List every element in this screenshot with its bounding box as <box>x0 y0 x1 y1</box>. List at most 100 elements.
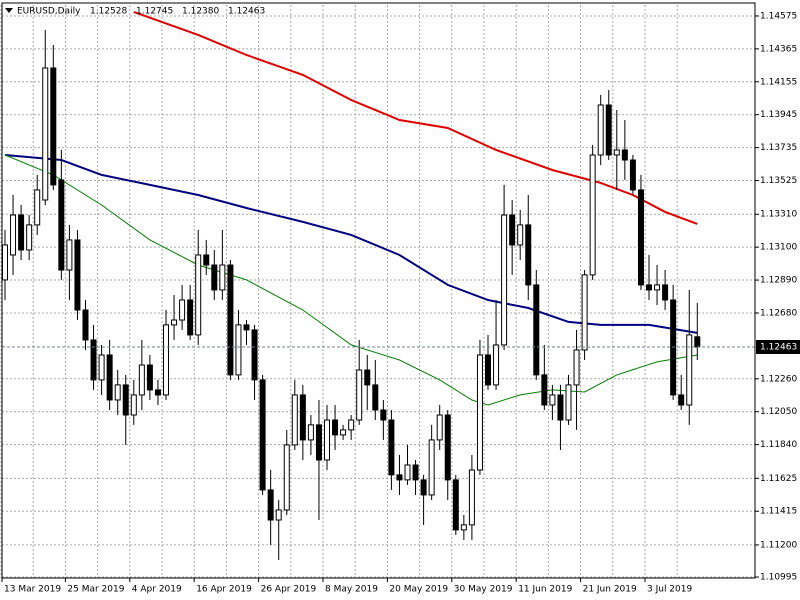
candle-body <box>10 214 17 256</box>
y-tick-label: 1.13100 <box>760 243 797 253</box>
candle-body <box>340 429 347 436</box>
candle-body <box>436 414 443 441</box>
candle-body <box>138 364 145 396</box>
x-tick-label: 4 Apr 2019 <box>132 585 182 595</box>
y-tick-label: 1.11625 <box>760 474 797 484</box>
candle-body <box>637 189 644 286</box>
moving-average-line <box>133 10 698 225</box>
candle-body <box>299 394 306 441</box>
candle-body <box>219 264 226 291</box>
candle-body <box>412 464 419 481</box>
header-value: 1.12463 <box>228 7 265 17</box>
candle-body <box>533 284 540 376</box>
candle-body <box>18 214 25 251</box>
candle-body <box>324 419 330 461</box>
y-tick-label: 1.12260 <box>760 374 797 384</box>
candle-body <box>525 224 532 286</box>
candle-body <box>380 409 387 421</box>
candle-body <box>315 424 322 461</box>
candle-body <box>686 334 693 406</box>
moving-average-line <box>4 154 698 406</box>
candle-body <box>114 384 121 401</box>
candle-body <box>621 149 628 161</box>
y-tick-label: 1.11415 <box>760 507 797 517</box>
chart-title: EURUSD,Daily <box>17 7 81 17</box>
header-value: 1.12380 <box>182 7 219 17</box>
x-tick-label: 13 Mar 2019 <box>4 585 61 595</box>
y-tick-label: 1.12680 <box>760 308 797 318</box>
y-tick-label: 1.13310 <box>760 210 797 220</box>
candle-body <box>154 389 161 396</box>
menu-arrow[interactable] <box>5 8 13 13</box>
candle-body <box>654 284 661 291</box>
y-tick-label: 1.11840 <box>760 440 797 450</box>
candle-body <box>517 224 524 246</box>
candle-body <box>251 329 258 381</box>
y-tick-label: 1.13735 <box>760 143 797 153</box>
candle-body <box>66 239 73 271</box>
y-tick-label: 1.12050 <box>760 407 797 417</box>
x-tick-label: 26 Apr 2019 <box>261 585 317 595</box>
candle-body <box>179 299 186 321</box>
x-tick-label: 11 Jun 2019 <box>518 585 572 595</box>
candle-body <box>275 509 282 521</box>
candle-body <box>605 104 612 156</box>
candle-body <box>90 339 97 381</box>
candle-body <box>493 344 500 386</box>
candle-body <box>501 214 508 346</box>
candle-body <box>565 384 572 421</box>
candle-body <box>348 419 355 431</box>
candle-body <box>211 264 218 291</box>
candle-body <box>130 394 137 416</box>
candle-body <box>26 224 33 251</box>
candle-body <box>187 299 194 336</box>
plot-frame <box>1 2 756 579</box>
candle-body <box>396 474 403 481</box>
plot-area <box>2 10 755 560</box>
candle-body <box>235 324 242 376</box>
candle-body <box>98 354 105 381</box>
candle-body <box>227 264 234 376</box>
candle-body <box>307 424 314 441</box>
candle-body <box>372 384 379 411</box>
candle-body <box>106 354 113 401</box>
y-tick-label: 1.14575 <box>760 11 797 21</box>
candle-body <box>452 479 459 531</box>
candle-body <box>549 394 556 406</box>
candle-body <box>332 419 339 436</box>
x-tick-label: 3 Jul 2019 <box>647 585 692 595</box>
candle-body <box>694 336 701 348</box>
candle-body <box>573 349 580 386</box>
candle-body <box>42 67 49 201</box>
candle-body <box>557 394 564 421</box>
x-tick-label: 8 May 2019 <box>325 585 378 595</box>
candle-body <box>646 284 652 291</box>
candle-body <box>243 324 250 331</box>
candle-body <box>58 179 65 271</box>
x-tick-label: 16 Apr 2019 <box>196 585 252 595</box>
candle-body <box>468 469 475 526</box>
candle-body <box>163 324 169 396</box>
candle-body <box>541 374 548 406</box>
candle-body <box>428 439 435 496</box>
x-tick-label: 30 May 2019 <box>454 585 513 595</box>
candle-body <box>581 274 588 351</box>
candle-body <box>146 364 153 391</box>
header-value: 1.12528 <box>90 7 127 17</box>
candle-body <box>171 319 178 326</box>
x-tick-label: 21 Jun 2019 <box>583 585 637 595</box>
y-tick-label: 1.14155 <box>760 77 797 87</box>
candle-body <box>485 354 491 386</box>
candle-body <box>195 254 202 336</box>
y-tick-label: 1.10995 <box>760 573 797 583</box>
y-tick-label: 1.13525 <box>760 176 797 186</box>
candle-body <box>203 254 210 266</box>
candle-body <box>50 67 57 186</box>
candle-body <box>589 154 596 276</box>
x-tick-label: 20 May 2019 <box>389 585 448 595</box>
price-label: 1.12463 <box>760 342 797 352</box>
header-value: 1.12745 <box>136 7 173 17</box>
candle-body <box>82 309 89 341</box>
candle-body <box>420 479 427 496</box>
